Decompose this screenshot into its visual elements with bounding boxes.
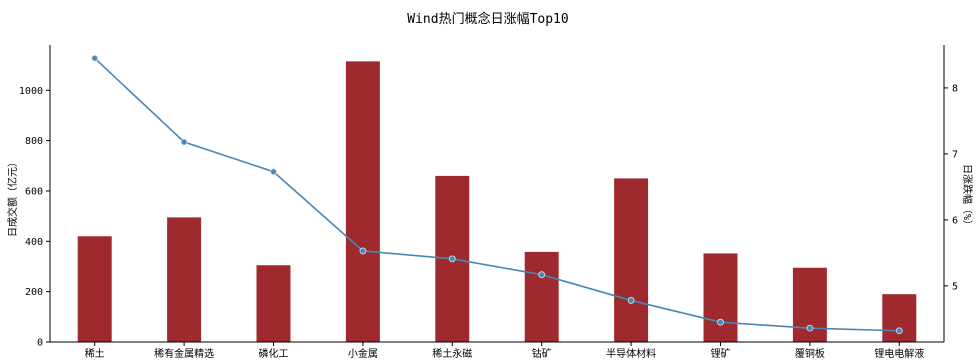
y-tick-label: 800 [25,136,43,147]
line-point [359,247,367,255]
plot-area: 0 200 400 600 800 1000 5 6 7 8 稀土 稀有金属精选 磷化工 小金属 稀土永磁 钴… [19,45,958,360]
x-tick-label: 覆铜板 [795,347,825,360]
bar [524,251,559,342]
y2-tick-label: 5 [952,281,958,292]
chart-title: Wind热门概念日涨幅Top10 [407,11,568,27]
x-tick-label: 半导体材料 [606,347,656,360]
x-tick-label: 钴矿 [532,347,552,360]
line-point [806,324,814,332]
line-point [270,168,277,176]
y-tick-label: 200 [25,287,43,298]
line-point [180,138,188,146]
x-tick-label: 稀有金属精选 [154,347,214,360]
y-axis-label-left: 日成交额（亿元） [6,157,19,237]
y2-tick-label: 8 [952,83,958,94]
bar [882,294,917,342]
bar [703,253,738,342]
bar [256,265,291,342]
x-tick-label: 小金属 [348,347,378,360]
bar [167,217,202,342]
line-point [717,318,724,326]
y-tick-label: 600 [25,186,43,197]
series-line [94,57,900,332]
line-point [895,327,903,335]
x-tick-label: 锂电电解液 [874,347,924,360]
y-axis-label-right: 日涨跌幅（%） [961,164,974,230]
line-point [627,297,635,304]
line-point [448,255,456,263]
x-tick-label: 稀土 [85,347,105,360]
bar [614,178,649,342]
x-tick-label: 磷化工 [259,347,289,360]
line-point [538,271,546,279]
line-point [91,54,99,62]
y-tick-label: 0 [37,338,43,349]
y-tick-label: 1000 [19,86,43,97]
bar [77,236,112,342]
bar [345,61,380,342]
x-tick-label: 锂矿 [711,347,731,360]
y2-tick-label: 6 [952,215,958,226]
x-tick-label: 稀土永磁 [432,347,472,360]
y-tick-label: 400 [25,237,43,248]
y2-tick-label: 7 [952,149,958,160]
